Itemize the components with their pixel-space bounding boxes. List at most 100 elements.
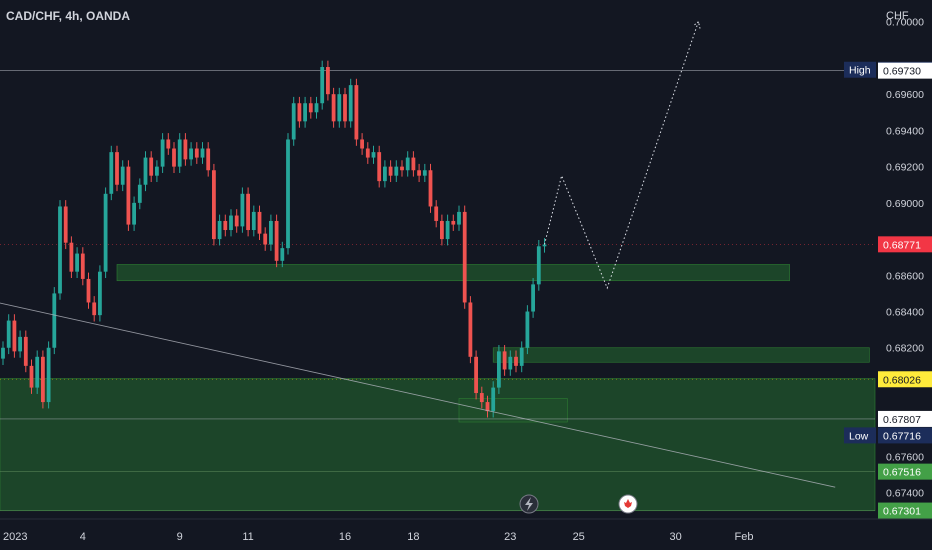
candle[interactable] xyxy=(468,296,473,364)
candle[interactable] xyxy=(137,178,142,210)
candle[interactable] xyxy=(422,163,427,183)
candle[interactable] xyxy=(479,386,484,409)
candle[interactable] xyxy=(92,296,97,322)
candle[interactable] xyxy=(531,278,535,318)
candle[interactable] xyxy=(75,247,79,279)
canada-flag-icon[interactable] xyxy=(618,494,638,514)
candle[interactable] xyxy=(1,341,5,365)
candle[interactable] xyxy=(445,214,450,246)
candle[interactable] xyxy=(451,214,456,231)
candle[interactable] xyxy=(155,160,159,183)
candle[interactable] xyxy=(126,160,131,231)
candle[interactable] xyxy=(41,350,45,409)
candle[interactable] xyxy=(234,209,239,233)
candle[interactable] xyxy=(206,142,211,177)
candle[interactable] xyxy=(377,145,382,188)
candle[interactable] xyxy=(269,214,273,251)
candle[interactable] xyxy=(297,96,302,128)
candle[interactable] xyxy=(462,205,467,309)
candle[interactable] xyxy=(18,330,22,358)
candle[interactable] xyxy=(183,133,188,166)
candle[interactable] xyxy=(251,205,256,237)
candle[interactable] xyxy=(143,151,148,192)
candle[interactable] xyxy=(343,87,347,128)
candle[interactable] xyxy=(326,60,330,101)
candle[interactable] xyxy=(542,238,547,253)
candle[interactable] xyxy=(63,200,68,250)
candle[interactable] xyxy=(525,305,530,355)
candle[interactable] xyxy=(263,227,268,251)
candle[interactable] xyxy=(485,395,490,418)
candle[interactable] xyxy=(303,96,307,128)
candle[interactable] xyxy=(103,187,108,279)
candle[interactable] xyxy=(69,236,74,279)
candle[interactable] xyxy=(508,350,513,376)
candle[interactable] xyxy=(337,87,342,128)
candle[interactable] xyxy=(280,241,285,268)
candle[interactable] xyxy=(194,142,199,164)
candle[interactable] xyxy=(109,145,114,201)
candle[interactable] xyxy=(6,314,11,355)
demand-zone[interactable] xyxy=(492,347,870,363)
candle[interactable] xyxy=(166,133,171,155)
candle[interactable] xyxy=(12,314,17,358)
demand-zone[interactable] xyxy=(116,264,790,282)
candle[interactable] xyxy=(434,200,439,228)
demand-zone[interactable] xyxy=(458,398,568,423)
candle[interactable] xyxy=(80,247,85,286)
candle[interactable] xyxy=(132,196,136,231)
candle[interactable] xyxy=(348,78,353,128)
candle[interactable] xyxy=(497,345,501,394)
candle[interactable] xyxy=(274,214,279,268)
candle[interactable] xyxy=(474,350,478,400)
candle[interactable] xyxy=(286,133,290,255)
candle[interactable] xyxy=(457,205,461,231)
candle[interactable] xyxy=(519,341,524,373)
trend-line[interactable] xyxy=(0,302,836,488)
candle[interactable] xyxy=(383,160,387,188)
candle[interactable] xyxy=(177,133,182,173)
candle[interactable] xyxy=(417,163,421,183)
candle[interactable] xyxy=(371,145,376,164)
lightning-icon[interactable] xyxy=(519,494,539,514)
candle[interactable] xyxy=(365,142,370,164)
candle[interactable] xyxy=(314,96,319,119)
candle[interactable] xyxy=(240,187,245,233)
candle[interactable] xyxy=(320,60,325,110)
candle[interactable] xyxy=(502,345,507,376)
candle[interactable] xyxy=(115,145,119,192)
candle[interactable] xyxy=(291,96,296,146)
candle[interactable] xyxy=(354,78,359,146)
candle[interactable] xyxy=(46,341,51,409)
candle[interactable] xyxy=(331,87,336,128)
candle[interactable] xyxy=(440,214,444,246)
candle[interactable] xyxy=(536,239,541,291)
candle[interactable] xyxy=(428,163,433,213)
demand-zone[interactable] xyxy=(0,378,876,512)
candle[interactable] xyxy=(514,350,518,373)
candle[interactable] xyxy=(360,133,364,155)
candle[interactable] xyxy=(86,272,91,309)
candle[interactable] xyxy=(411,151,416,177)
candle[interactable] xyxy=(29,359,34,394)
candle[interactable] xyxy=(189,142,193,166)
candle[interactable] xyxy=(200,142,205,164)
candle[interactable] xyxy=(257,205,262,240)
candle[interactable] xyxy=(212,163,216,246)
candle[interactable] xyxy=(223,214,228,237)
candle[interactable] xyxy=(172,142,176,173)
candle[interactable] xyxy=(23,330,28,373)
candle[interactable] xyxy=(52,287,57,355)
candle[interactable] xyxy=(149,151,154,183)
candle[interactable] xyxy=(58,200,62,300)
candle[interactable] xyxy=(405,151,410,177)
candle[interactable] xyxy=(229,209,233,237)
candle[interactable] xyxy=(120,160,125,192)
candle[interactable] xyxy=(35,350,40,394)
candle[interactable] xyxy=(400,160,404,177)
candle[interactable] xyxy=(98,265,102,322)
candle[interactable] xyxy=(160,133,165,173)
candle[interactable] xyxy=(308,96,313,119)
